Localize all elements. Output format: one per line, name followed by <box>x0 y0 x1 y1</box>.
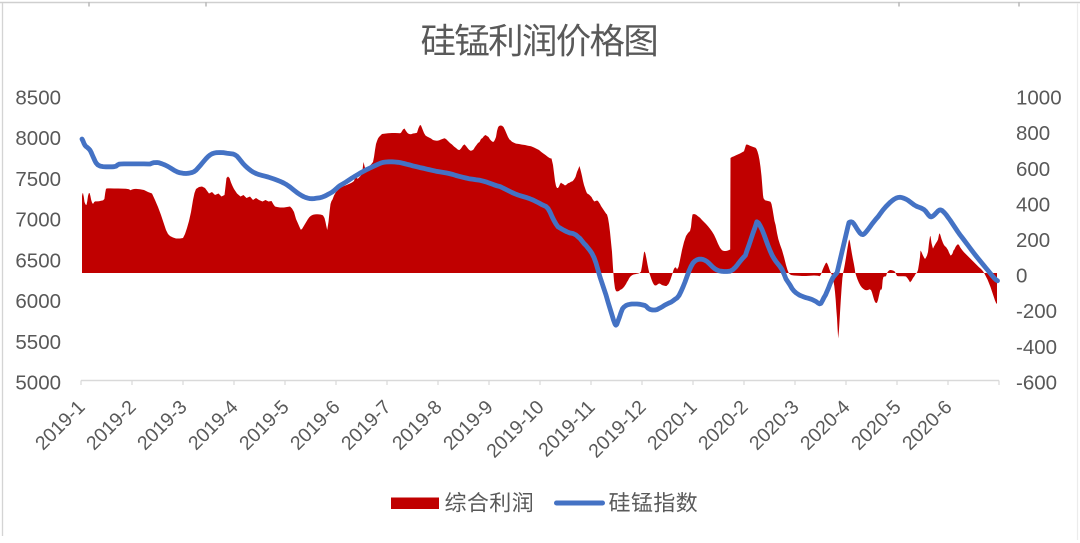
svg-text:8000: 8000 <box>15 127 61 150</box>
svg-text:200: 200 <box>1016 229 1050 252</box>
svg-text:0: 0 <box>1016 265 1027 288</box>
svg-text:400: 400 <box>1016 193 1050 216</box>
svg-text:5500: 5500 <box>15 331 61 354</box>
svg-text:8500: 8500 <box>15 87 61 110</box>
svg-text:1000: 1000 <box>1016 87 1062 110</box>
svg-text:7000: 7000 <box>15 209 61 232</box>
svg-text:-400: -400 <box>1016 336 1057 359</box>
svg-text:6500: 6500 <box>15 249 61 272</box>
svg-text:600: 600 <box>1016 158 1050 181</box>
svg-text:-600: -600 <box>1016 372 1057 395</box>
svg-text:-200: -200 <box>1016 300 1057 323</box>
svg-text:7500: 7500 <box>15 168 61 191</box>
svg-text:5000: 5000 <box>15 372 61 395</box>
svg-text:6000: 6000 <box>15 290 61 313</box>
svg-text:800: 800 <box>1016 122 1050 145</box>
